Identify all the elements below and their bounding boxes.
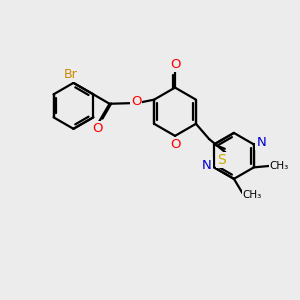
Text: O: O [131, 95, 141, 108]
Text: O: O [170, 58, 180, 70]
Text: O: O [92, 122, 103, 135]
Text: O: O [170, 138, 180, 151]
Text: S: S [218, 153, 226, 167]
Text: N: N [202, 159, 211, 172]
Text: CH₃: CH₃ [270, 161, 289, 171]
Text: CH₃: CH₃ [242, 190, 262, 200]
Text: N: N [256, 136, 266, 149]
Text: Br: Br [64, 68, 77, 80]
